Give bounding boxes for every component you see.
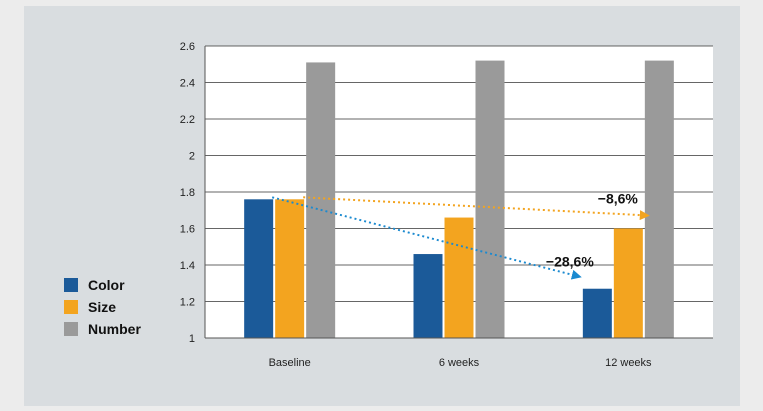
legend-item-color: Color xyxy=(64,274,141,296)
legend-item-number: Number xyxy=(64,318,141,340)
legend-item-size: Size xyxy=(64,296,141,318)
x-tick-label: Baseline xyxy=(269,357,311,369)
bar-size-1 xyxy=(444,217,474,338)
legend-label-number: Number xyxy=(88,321,141,337)
bar-size-0 xyxy=(275,199,305,338)
x-tick-label: 6 weeks xyxy=(439,357,480,369)
change-label-size: −8,6% xyxy=(598,191,639,207)
y-tick-label: 1.4 xyxy=(180,260,195,272)
y-tick-label: 1.2 xyxy=(180,297,195,309)
bar-color-1 xyxy=(413,254,443,338)
change-label-color: −28,6% xyxy=(546,254,594,270)
y-tick-label: 1.6 xyxy=(180,224,195,236)
y-tick-label: 2.2 xyxy=(180,114,195,126)
bar-color-0 xyxy=(244,199,274,338)
bar-number-2 xyxy=(644,60,674,338)
legend: Color Size Number xyxy=(64,274,141,340)
y-tick-label: 1.8 xyxy=(180,187,195,199)
legend-label-size: Size xyxy=(88,299,117,315)
legend-swatch-size xyxy=(64,300,78,314)
y-axis-tick-labels: 1 1.2 1.4 1.6 1.8 2 2.2 2.4 2.6 xyxy=(180,41,195,345)
bars xyxy=(244,60,674,339)
bar-number-0 xyxy=(306,62,336,339)
legend-swatch-color xyxy=(64,278,78,292)
x-tick-label: 12 weeks xyxy=(605,357,652,369)
y-tick-label: 2.4 xyxy=(180,78,195,90)
bar-number-1 xyxy=(475,60,505,338)
change-annotations: −8,6% −28,6% xyxy=(271,191,650,280)
y-tick-label: 2 xyxy=(189,151,195,163)
legend-swatch-number xyxy=(64,322,78,336)
x-axis-tick-labels: Baseline 6 weeks 12 weeks xyxy=(269,357,652,369)
y-tick-label: 2.6 xyxy=(180,41,195,53)
bar-size-2 xyxy=(613,228,643,338)
y-tick-label: 1 xyxy=(189,333,195,345)
bar-color-2 xyxy=(582,288,612,338)
legend-label-color: Color xyxy=(88,277,125,293)
